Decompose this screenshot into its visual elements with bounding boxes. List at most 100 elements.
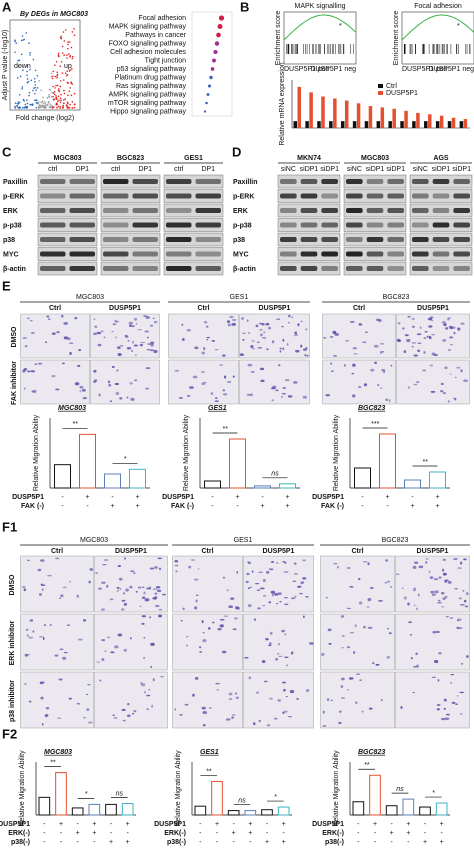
lane-label: ctrl [174, 166, 184, 173]
cell-stain [94, 379, 98, 383]
protein-label: p-ERK [3, 193, 24, 200]
cell-stain [375, 318, 381, 322]
cell-label: GES1 [184, 155, 203, 162]
sig-label: ** [422, 459, 428, 466]
cell-stain [276, 318, 281, 321]
cell-stain [124, 335, 129, 338]
cell-stain [438, 652, 442, 655]
cell-stain [413, 587, 416, 590]
bar [244, 810, 257, 816]
cell-stain [443, 698, 447, 702]
row-label: ERK(-) [164, 830, 186, 837]
blot-band [166, 237, 192, 242]
cell-stain [440, 389, 444, 393]
cell-stain [37, 362, 43, 365]
cell-stain [186, 394, 191, 397]
cell-stain [40, 696, 44, 700]
blot-band [412, 193, 429, 199]
row-label: DUSP5P1 [12, 494, 44, 501]
cell-stain [425, 561, 428, 564]
volcano-dot [67, 41, 69, 43]
gsea-neg: DUSP5P1 neg [310, 66, 356, 73]
volcano-dot [48, 96, 51, 98]
blot-band [366, 237, 384, 242]
sign: + [423, 839, 427, 846]
blot-band [40, 179, 66, 184]
volcano-dot [38, 106, 40, 109]
volcano-dot [73, 103, 76, 106]
volcano-dot [66, 81, 69, 84]
cell-stain [431, 352, 436, 356]
volcano-dot [63, 54, 65, 56]
cell-stain [366, 606, 370, 608]
cell-stain [143, 591, 146, 595]
cell-stain [198, 646, 202, 649]
cell-stain [27, 559, 30, 562]
volcano-dot [38, 79, 40, 82]
cell-stain [98, 587, 103, 590]
cell-stain [454, 376, 457, 379]
cell-stain [465, 655, 469, 659]
cell-stain [462, 589, 465, 592]
sign: - [357, 839, 360, 846]
bar [352, 801, 365, 816]
bar [419, 806, 431, 816]
protein-label: p-ERK [233, 193, 254, 200]
cell-stain [361, 710, 364, 713]
cell-stain [283, 688, 286, 692]
panel-letter: F2 [2, 726, 17, 741]
cell-stain [128, 324, 132, 327]
cell-stain [28, 700, 32, 703]
cell-stain [258, 720, 262, 722]
cell-stain [32, 630, 35, 633]
sign: + [109, 839, 113, 846]
cell-stain [249, 586, 252, 588]
volcano-dot [35, 101, 38, 104]
cell-stain [141, 596, 146, 600]
cell-stain [275, 657, 279, 661]
cell-stain [154, 566, 158, 569]
cell-stain [118, 577, 123, 581]
lane-label: siDP1 [432, 166, 451, 173]
cell-stain [373, 344, 379, 348]
blot-band [40, 208, 66, 213]
treatment-label: DMSO [9, 574, 16, 596]
bar [404, 110, 408, 128]
volcano-dot [26, 102, 29, 105]
gsea-curve [401, 14, 474, 41]
sign: - [199, 821, 202, 828]
cell-stain [101, 638, 106, 642]
volcano-dot [48, 94, 50, 96]
cell-stain [266, 348, 269, 351]
sign: - [386, 503, 389, 510]
blot-band [132, 266, 158, 271]
volcano-dot [56, 76, 58, 79]
cell-stain [228, 605, 234, 609]
sign: + [126, 821, 130, 828]
volcano-dot [14, 107, 17, 109]
cell-stain [114, 382, 119, 386]
volcano-dot [28, 94, 30, 97]
cell-stain [112, 323, 117, 325]
pathway-dot [216, 32, 221, 38]
sign: + [385, 494, 389, 501]
blot-band [300, 266, 318, 271]
volcano-dot [55, 104, 58, 106]
sign: + [248, 830, 252, 837]
cell-stain [463, 558, 467, 561]
cell-stain [422, 369, 427, 372]
volcano-dot [62, 31, 65, 33]
cell-stain [149, 349, 154, 352]
row-label: p38(-) [167, 839, 186, 846]
cell-stain [94, 325, 98, 328]
cell-stain [322, 710, 325, 714]
cell-stain [62, 656, 67, 660]
protein-label: MYC [233, 251, 249, 258]
cell-stain [412, 565, 417, 569]
bar [79, 433, 96, 489]
bar [211, 780, 223, 816]
cell-stain [428, 570, 431, 574]
gsea-y-label: Enrichment score [275, 11, 282, 66]
cell-stain [132, 712, 135, 715]
volcano-dot [22, 98, 25, 101]
